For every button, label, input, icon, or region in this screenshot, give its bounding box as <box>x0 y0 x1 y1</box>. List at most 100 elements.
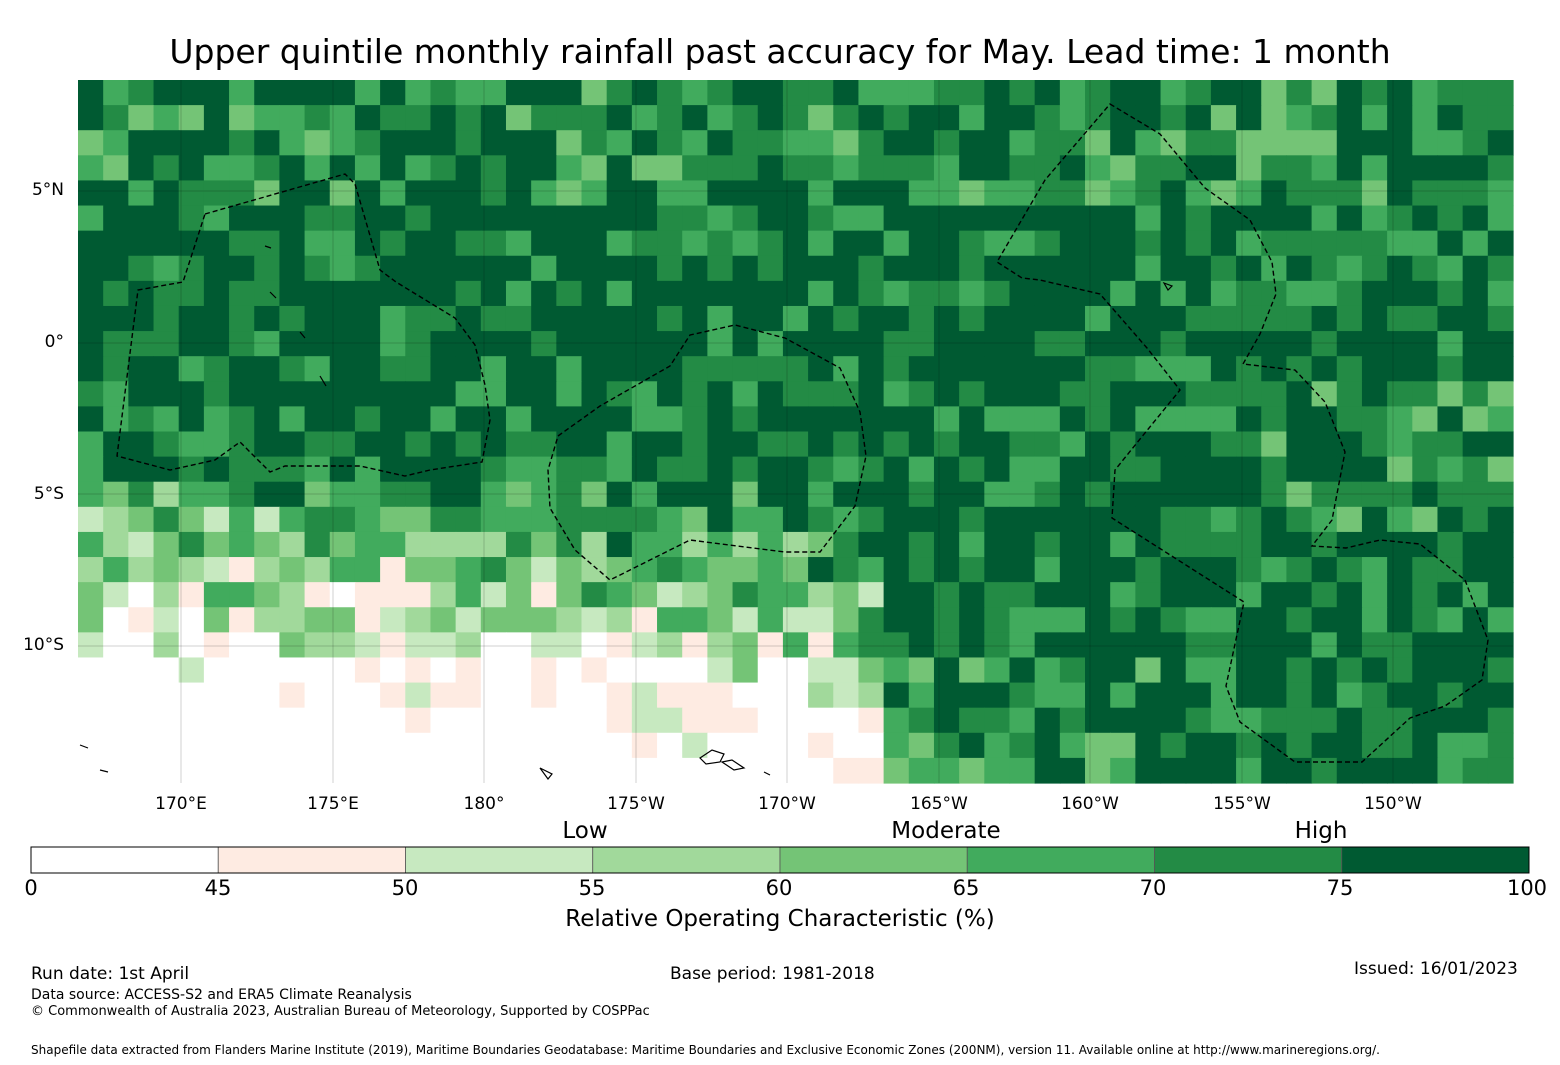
grid-cell <box>732 657 759 684</box>
grid-cell <box>782 280 809 307</box>
grid-cell <box>1286 582 1313 608</box>
grid-cell <box>933 431 960 458</box>
grid-cell <box>1387 557 1413 583</box>
grid-cell <box>556 531 583 558</box>
grid-cell <box>682 481 708 508</box>
grid-cell <box>455 557 482 583</box>
grid-cell <box>1387 331 1413 357</box>
grid-cell <box>808 406 834 433</box>
grid-cell <box>1160 80 1187 106</box>
grid-cell <box>480 481 507 508</box>
grid-cell <box>103 557 129 583</box>
grid-cell <box>833 481 860 508</box>
grid-cell <box>757 331 784 357</box>
grid-cell <box>1236 105 1262 131</box>
grid-cell <box>380 406 406 433</box>
grid-cell <box>103 80 129 106</box>
grid-cell <box>1336 381 1363 407</box>
grid-cell <box>858 757 885 784</box>
grid-cell <box>1210 506 1237 533</box>
grid-cell <box>908 682 935 709</box>
grid-cell <box>1085 105 1111 131</box>
grid-cell <box>1135 607 1162 633</box>
grid-cell <box>833 506 860 533</box>
grid-cell <box>883 381 910 407</box>
grid-cell <box>430 531 457 558</box>
grid-cell <box>984 180 1011 207</box>
grid-cell <box>682 381 708 407</box>
grid-cell <box>1034 381 1061 407</box>
grid-cell <box>1160 431 1187 458</box>
grid-cell <box>455 531 482 558</box>
grid-cell <box>1034 105 1061 131</box>
grid-cell <box>78 632 104 659</box>
grid-cell <box>883 230 910 257</box>
grid-cell <box>430 431 457 458</box>
grid-cell <box>1261 205 1288 232</box>
grid-cell <box>480 356 507 382</box>
grid-cell <box>304 205 331 232</box>
grid-cell <box>757 506 784 533</box>
grid-cell <box>707 255 734 282</box>
grid-cell <box>1135 130 1162 156</box>
grid-cell <box>883 506 910 533</box>
grid-cell <box>1034 130 1061 156</box>
grid-cell <box>405 732 432 759</box>
grid-cell <box>1110 682 1136 709</box>
grid-cell <box>480 130 507 156</box>
grid-cell <box>229 205 255 232</box>
grid-cell <box>103 155 129 182</box>
grid-cell <box>178 557 205 583</box>
grid-cell <box>606 331 633 357</box>
grid-cell <box>883 305 910 332</box>
colorbar-tick-label: 75 <box>1326 876 1354 900</box>
grid-cell <box>254 707 281 734</box>
grid-cell <box>1487 356 1514 382</box>
grid-cell <box>531 305 557 332</box>
grid-cell <box>682 155 708 182</box>
grid-cell <box>430 506 457 533</box>
grid-cell <box>505 255 532 282</box>
grid-cell <box>1462 431 1489 458</box>
grid-cell <box>1236 557 1262 583</box>
grid-cell <box>229 707 255 734</box>
grid-cell <box>153 506 180 533</box>
grid-cell <box>254 155 281 182</box>
grid-cell <box>380 280 406 307</box>
grid-cell <box>229 155 255 182</box>
grid-cell <box>229 531 255 558</box>
grid-cell <box>178 255 205 282</box>
grid-cell <box>480 180 507 207</box>
grid-cell <box>959 632 985 659</box>
grid-cell <box>178 732 205 759</box>
grid-cell <box>1437 80 1464 106</box>
grid-cell <box>833 657 860 684</box>
grid-cell <box>1009 506 1036 533</box>
grid-cell <box>606 732 633 759</box>
grid-cell <box>1135 657 1162 684</box>
grid-cell <box>1462 531 1489 558</box>
grid-cell <box>1437 280 1464 307</box>
grid-cell <box>203 381 230 407</box>
grid-cell <box>833 180 860 207</box>
grid-cell <box>959 757 985 784</box>
grid-cell <box>707 230 734 257</box>
grid-cell <box>128 431 155 458</box>
grid-cell <box>1387 607 1413 633</box>
grid-cell <box>1311 607 1338 633</box>
grid-cell <box>1462 506 1489 533</box>
grid-cell <box>1311 406 1338 433</box>
grid-cell <box>808 682 834 709</box>
colorbar-tick-label: 50 <box>391 876 419 900</box>
grid-cell <box>1261 557 1288 583</box>
grid-cell <box>1387 531 1413 558</box>
grid-cell <box>959 280 985 307</box>
grid-cell <box>1110 531 1136 558</box>
colorbar-tick-label: 55 <box>578 876 606 900</box>
grid-cell <box>833 155 860 182</box>
grid-cell <box>1210 406 1237 433</box>
grid-cell <box>1110 255 1136 282</box>
grid-cell <box>833 632 860 659</box>
grid-cell <box>782 305 809 332</box>
grid-cell <box>1185 280 1212 307</box>
